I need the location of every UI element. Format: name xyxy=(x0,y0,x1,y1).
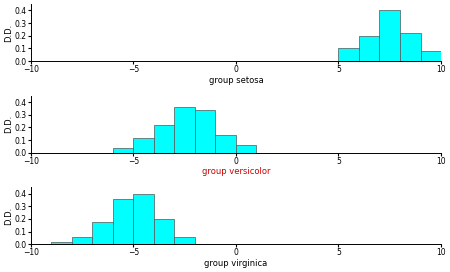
Bar xyxy=(133,194,154,244)
Bar xyxy=(113,148,133,153)
Bar xyxy=(113,199,133,244)
X-axis label: group versicolor: group versicolor xyxy=(202,167,270,176)
Bar xyxy=(175,237,195,244)
Bar xyxy=(400,33,420,61)
Bar xyxy=(133,138,154,153)
Bar xyxy=(175,107,195,153)
X-axis label: group virginica: group virginica xyxy=(204,259,268,268)
Bar xyxy=(359,36,379,61)
Y-axis label: D.D.: D.D. xyxy=(4,207,13,225)
Bar xyxy=(379,11,400,61)
Bar xyxy=(195,110,216,153)
Bar xyxy=(420,51,441,61)
Bar xyxy=(154,125,175,153)
Bar xyxy=(216,135,236,153)
Y-axis label: D.D.: D.D. xyxy=(4,23,13,42)
Bar xyxy=(338,48,359,61)
Bar xyxy=(154,219,175,244)
Bar xyxy=(236,145,256,153)
Bar xyxy=(51,242,72,244)
Bar xyxy=(92,221,113,244)
Bar xyxy=(72,237,92,244)
X-axis label: group setosa: group setosa xyxy=(208,76,263,85)
Y-axis label: D.D.: D.D. xyxy=(4,115,13,133)
